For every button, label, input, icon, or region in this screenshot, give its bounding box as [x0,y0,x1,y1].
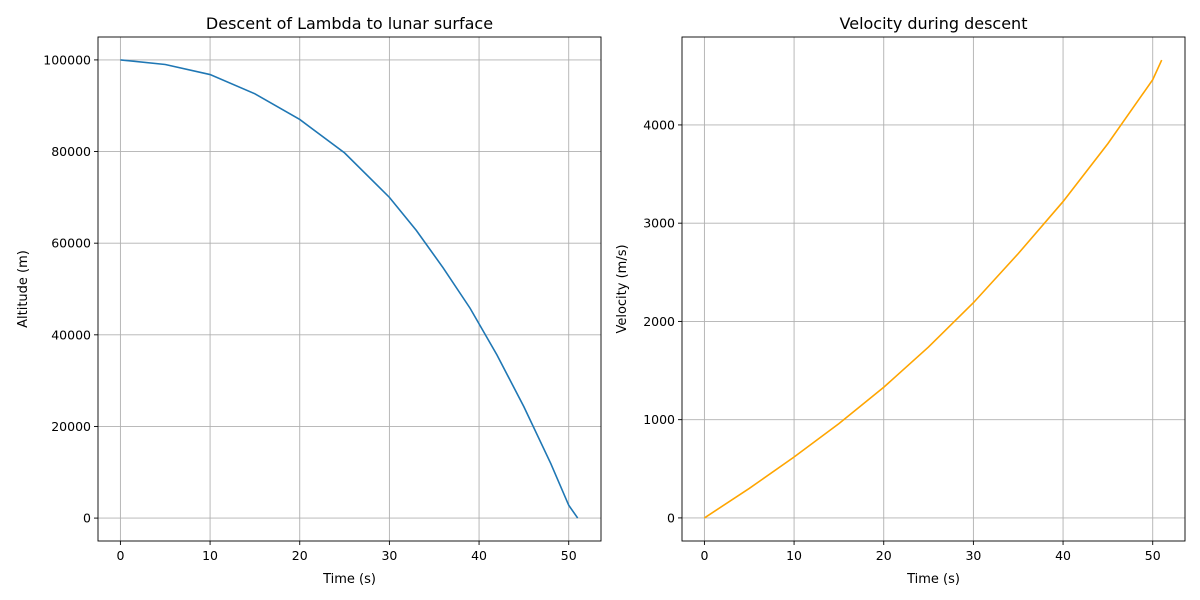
y-tick-label: 20000 [51,419,91,434]
series-line [120,59,579,519]
x-tick-label: 10 [786,548,802,563]
y-tick-label: 0 [83,511,91,526]
y-axis-label: Altitude (m) [16,250,31,328]
x-tick-label: 40 [1055,548,1071,563]
x-tick-label: 50 [1145,548,1161,563]
velocity-chart: Velocity during descent Time (s) Velocit… [615,14,1186,587]
x-tick-label: 0 [116,548,124,563]
plot-frame [97,36,602,542]
x-tick-label: 10 [202,548,218,563]
plot-frame [681,36,1186,542]
y-tick-label: 100000 [43,52,91,67]
chart-title: Velocity during descent [840,14,1028,33]
y-tick-label: 0 [667,510,675,525]
x-tick-label: 0 [700,548,708,563]
y-tick-label: 2000 [643,314,675,329]
y-tick-label: 1000 [643,412,675,427]
x-axis-label: Time (s) [322,572,376,587]
y-tick-label: 80000 [51,144,91,159]
altitude-chart: Descent of Lambda to lunar surface Time … [16,14,602,587]
chart-title: Descent of Lambda to lunar surface [206,14,493,33]
x-tick-label: 40 [471,548,487,563]
y-axis-label: Velocity (m/s) [615,244,630,333]
x-tick-label: 20 [292,548,308,563]
y-tick-label: 3000 [643,216,675,231]
y-tick-label: 40000 [51,327,91,342]
series-line [703,59,1163,519]
y-tick-label: 60000 [51,236,91,251]
y-tick-label: 4000 [643,117,675,132]
x-tick-label: 50 [561,548,577,563]
x-tick-label: 20 [876,548,892,563]
x-tick-label: 30 [381,548,397,563]
x-axis-label: Time (s) [906,572,960,587]
x-tick-label: 30 [965,548,981,563]
